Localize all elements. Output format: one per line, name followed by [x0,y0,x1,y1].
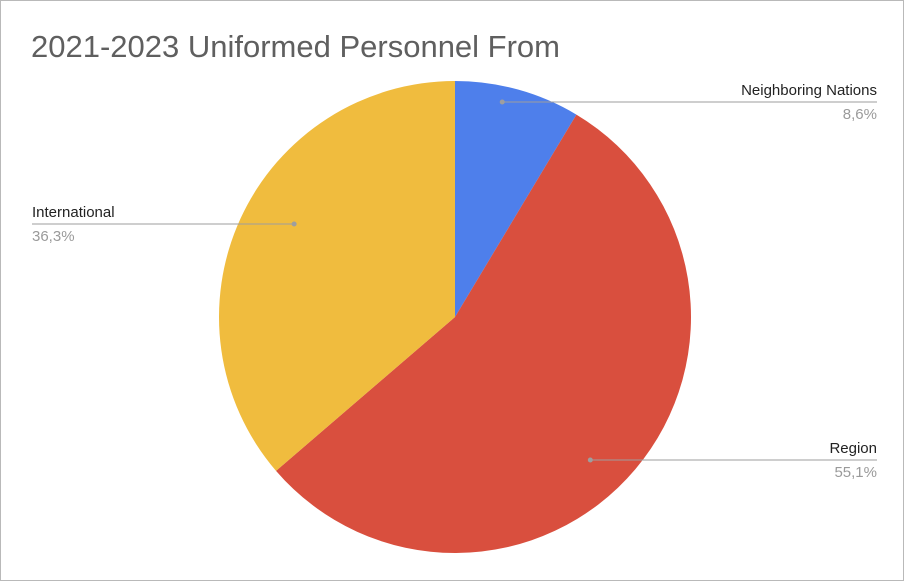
pie-slice-region [276,114,691,554]
leader-dot-neighboring-nations [499,99,505,105]
slice-label-international: International [32,204,115,221]
slice-percent-neighboring-nations: 8,6% [843,106,877,123]
leader-dot-region [587,457,593,463]
chart-title: 2021-2023 Uniformed Personnel From [31,29,560,64]
slice-label-neighboring-nations: Neighboring Nations [741,82,877,99]
leader-dot-international [291,221,297,227]
slice-label-region: Region [829,440,877,457]
slice-percent-international: 36,3% [32,228,75,245]
slice-percent-region: 55,1% [834,464,877,481]
pie-slice-neighboring-nations [455,81,577,317]
pie-slice-international [218,81,455,471]
